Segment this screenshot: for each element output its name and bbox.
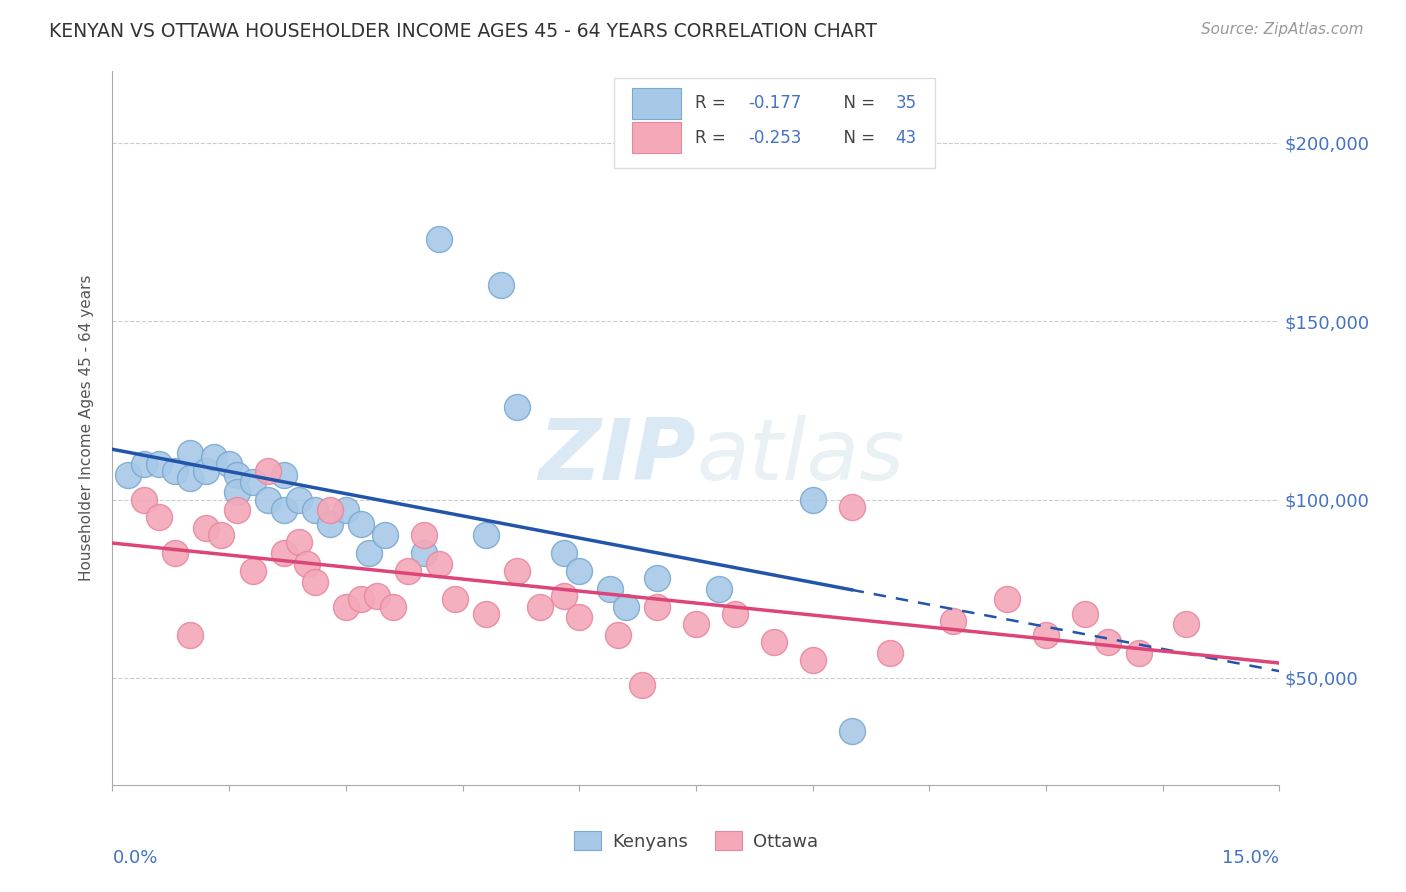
Point — [607, 628, 630, 642]
Text: ZIP: ZIP — [538, 415, 696, 499]
Text: N =: N = — [832, 95, 880, 112]
FancyBboxPatch shape — [631, 122, 681, 153]
Point — [995, 592, 1018, 607]
Point — [179, 446, 201, 460]
Point — [529, 599, 551, 614]
Point — [381, 599, 404, 614]
Point — [226, 503, 249, 517]
Point — [226, 485, 249, 500]
Point — [427, 232, 450, 246]
Point — [163, 546, 186, 560]
Point — [879, 646, 901, 660]
Point — [645, 571, 668, 585]
Point — [163, 464, 186, 478]
Point — [304, 574, 326, 589]
Point — [568, 564, 591, 578]
Point — [801, 492, 824, 507]
Point — [179, 471, 201, 485]
Point — [762, 635, 785, 649]
Point — [506, 400, 529, 414]
Point — [288, 492, 311, 507]
FancyBboxPatch shape — [614, 78, 935, 168]
Point — [1035, 628, 1057, 642]
Text: N =: N = — [832, 128, 880, 146]
Point — [242, 475, 264, 489]
Text: KENYAN VS OTTAWA HOUSEHOLDER INCOME AGES 45 - 64 YEARS CORRELATION CHART: KENYAN VS OTTAWA HOUSEHOLDER INCOME AGES… — [49, 22, 877, 41]
Point — [1097, 635, 1119, 649]
Point — [685, 617, 707, 632]
Point — [218, 457, 240, 471]
Point — [443, 592, 465, 607]
Point — [257, 464, 280, 478]
Point — [1175, 617, 1198, 632]
Point — [506, 564, 529, 578]
Point — [366, 589, 388, 603]
Point — [148, 510, 170, 524]
Point — [273, 467, 295, 482]
Point — [132, 457, 155, 471]
Point — [194, 464, 217, 478]
Point — [427, 557, 450, 571]
Point — [1128, 646, 1150, 660]
Point — [614, 599, 637, 614]
Point — [553, 546, 575, 560]
Point — [132, 492, 155, 507]
Point — [491, 278, 513, 293]
Point — [359, 546, 381, 560]
Legend: Kenyans, Ottawa: Kenyans, Ottawa — [567, 824, 825, 858]
Text: 35: 35 — [896, 95, 917, 112]
Point — [319, 517, 342, 532]
Point — [801, 653, 824, 667]
Point — [226, 467, 249, 482]
Point — [335, 599, 357, 614]
Point — [209, 528, 232, 542]
Point — [396, 564, 419, 578]
Point — [304, 503, 326, 517]
Point — [242, 564, 264, 578]
Point — [179, 628, 201, 642]
Text: -0.177: -0.177 — [748, 95, 801, 112]
Text: 0.0%: 0.0% — [112, 849, 157, 867]
Text: R =: R = — [695, 128, 731, 146]
FancyBboxPatch shape — [631, 87, 681, 120]
Text: atlas: atlas — [696, 415, 904, 499]
Text: -0.253: -0.253 — [748, 128, 801, 146]
Point — [1074, 607, 1097, 621]
Point — [630, 678, 652, 692]
Point — [335, 503, 357, 517]
Point — [374, 528, 396, 542]
Point — [412, 546, 434, 560]
Point — [194, 521, 217, 535]
Point — [117, 467, 139, 482]
Point — [599, 582, 621, 596]
Point — [568, 610, 591, 624]
Point — [942, 614, 965, 628]
Point — [724, 607, 747, 621]
Text: R =: R = — [695, 95, 731, 112]
Text: Source: ZipAtlas.com: Source: ZipAtlas.com — [1201, 22, 1364, 37]
Point — [350, 592, 373, 607]
Y-axis label: Householder Income Ages 45 - 64 years: Householder Income Ages 45 - 64 years — [79, 275, 94, 582]
Point — [295, 557, 318, 571]
Text: 15.0%: 15.0% — [1222, 849, 1279, 867]
Point — [273, 503, 295, 517]
Point — [709, 582, 731, 596]
Point — [148, 457, 170, 471]
Point — [202, 450, 225, 464]
Point — [350, 517, 373, 532]
Point — [257, 492, 280, 507]
Point — [273, 546, 295, 560]
Point — [553, 589, 575, 603]
Point — [841, 500, 863, 514]
Point — [288, 535, 311, 549]
Point — [475, 528, 498, 542]
Point — [841, 724, 863, 739]
Point — [475, 607, 498, 621]
Point — [319, 503, 342, 517]
Point — [412, 528, 434, 542]
Text: 43: 43 — [896, 128, 917, 146]
Point — [645, 599, 668, 614]
